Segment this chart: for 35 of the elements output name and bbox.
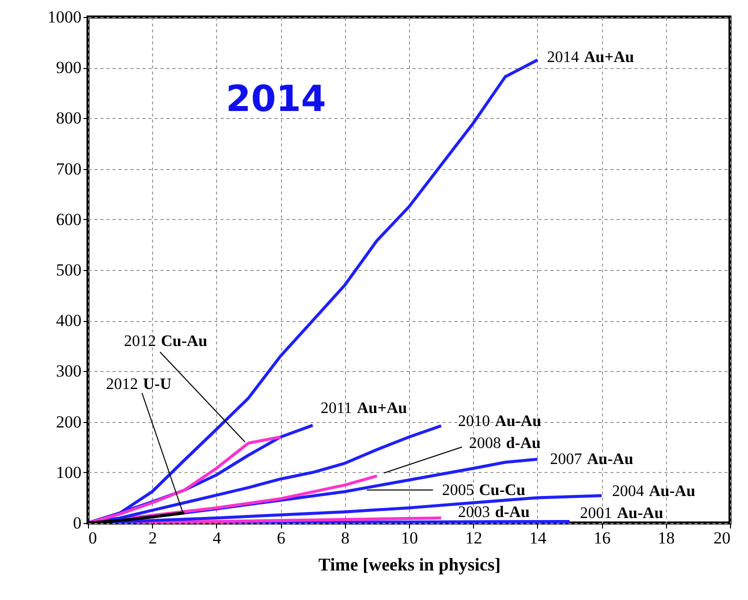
x-tick-label: 0 xyxy=(88,528,97,548)
series-label: 2004 Au-Au xyxy=(612,483,696,500)
x-tick-label: 8 xyxy=(341,528,350,548)
y-tick-label: 600 xyxy=(56,210,82,229)
y-tick-label: 100 xyxy=(56,462,82,482)
series-label: 2007 Au-Au xyxy=(550,451,634,468)
y-tick-label: 500 xyxy=(56,260,82,280)
x-tick-label: 18 xyxy=(658,528,675,548)
x-tick-label: 20 xyxy=(714,528,730,548)
text: 2012 U-U xyxy=(106,376,172,393)
y-tick-label: 200 xyxy=(56,412,82,432)
y-tick-label: 900 xyxy=(56,58,82,78)
series-label: 2014 Au+Au xyxy=(547,49,634,66)
y-tick-label: 700 xyxy=(56,159,82,178)
text: 2012 Cu-Au xyxy=(124,333,208,350)
text: 2008 d-Au xyxy=(469,435,541,452)
series-label: 2010 Au-Au xyxy=(458,413,542,430)
annotation: 2014 xyxy=(226,79,326,120)
x-tick-label: 14 xyxy=(529,528,547,548)
y-tick-label: 0 xyxy=(73,514,82,532)
series-label: 2001 Au-Au xyxy=(580,505,664,522)
x-tick-label: 12 xyxy=(465,528,482,548)
y-tick-label: 800 xyxy=(56,108,82,128)
y-tick-label: 1000 xyxy=(48,8,82,26)
annotation: 2005 Cu-Cu xyxy=(442,482,526,499)
x-tick-label: 16 xyxy=(594,528,611,548)
x-tick-label: 2 xyxy=(148,528,157,548)
y-tick-label: 300 xyxy=(56,362,82,381)
x-tick-label: 6 xyxy=(276,528,286,548)
y-tick-label: 400 xyxy=(56,311,82,330)
x-tick-label: 4 xyxy=(212,528,222,548)
series-label: 2003 d-Au xyxy=(458,504,530,521)
x-tick-label: 10 xyxy=(401,528,418,548)
x-axis-title: Time [weeks in physics] xyxy=(318,554,501,574)
series-label: 2011 Au+Au xyxy=(320,400,408,417)
